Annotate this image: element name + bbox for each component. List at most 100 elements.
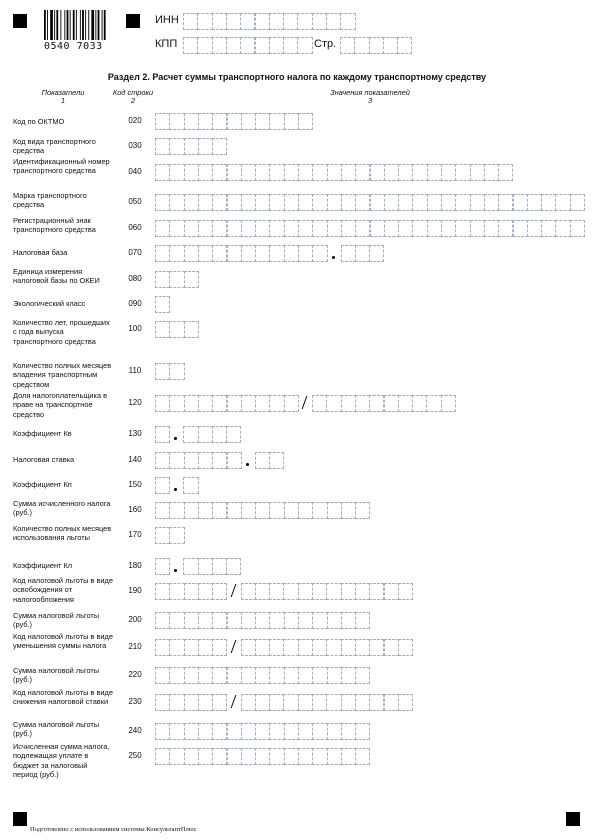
input-cell [340, 501, 357, 519]
input-cell [397, 394, 414, 412]
input-cell [226, 394, 242, 412]
input-cell [183, 747, 199, 765]
input-cell [569, 193, 585, 211]
row-code: 140 [128, 455, 142, 464]
input-cell [498, 219, 514, 237]
input-cell [226, 163, 242, 181]
input-cell [225, 12, 242, 30]
input-cell [355, 722, 371, 740]
input-cell [455, 163, 471, 181]
input-cell [155, 638, 171, 656]
input-cell [397, 582, 414, 600]
input-cell [240, 219, 257, 237]
row-code: 130 [128, 429, 142, 438]
input-cell [312, 693, 328, 711]
row-label: Код вида транспортного средства [13, 137, 96, 156]
input-cell [212, 582, 228, 600]
input-cell [426, 219, 442, 237]
input-cell [483, 193, 500, 211]
input-cell [354, 693, 371, 711]
input-cell [155, 219, 171, 237]
column-header: Код строки 2 [105, 89, 161, 105]
input-cell [240, 722, 257, 740]
input-cell [155, 666, 171, 684]
input-cell [340, 611, 357, 629]
input-cell [283, 693, 299, 711]
input-cell [155, 693, 171, 711]
input-cell [298, 501, 314, 519]
input-cell [326, 693, 342, 711]
input-cell [197, 722, 214, 740]
input-cell [283, 244, 299, 262]
row-label: Коэффициент Кл [13, 561, 73, 570]
input-cell [212, 693, 228, 711]
input-cell [211, 36, 227, 54]
input-cell [283, 163, 299, 181]
input-cell [298, 611, 314, 629]
row-code: 170 [128, 530, 142, 539]
input-cell [254, 36, 270, 54]
row-label: Сумма налоговой льготы (руб.) [13, 720, 100, 739]
input-cell [369, 244, 385, 262]
input-cell [169, 244, 185, 262]
input-cell [212, 163, 228, 181]
barcode-bar [50, 10, 53, 40]
row-label: Коэффициент Кп [13, 480, 72, 489]
input-cell [169, 582, 185, 600]
input-cell [283, 219, 299, 237]
input-cell [412, 219, 428, 237]
barcode-bar [82, 10, 84, 40]
input-cell [183, 557, 199, 575]
input-cell [254, 451, 271, 469]
input-cell [183, 425, 199, 443]
input-cell [354, 582, 371, 600]
corner-marker [13, 812, 27, 826]
row-label: Код налоговой льготы в виде уменьшения с… [13, 632, 113, 651]
input-cell [183, 320, 199, 338]
input-cell [326, 582, 342, 600]
input-cell [268, 36, 285, 54]
input-cell [155, 557, 171, 575]
input-cell [197, 425, 213, 443]
row-code: 040 [128, 167, 142, 176]
input-cell [498, 163, 514, 181]
input-cell [197, 12, 213, 30]
input-cell [397, 36, 413, 54]
input-cell [169, 747, 185, 765]
barcode-bar [69, 10, 71, 40]
input-cell [412, 394, 428, 412]
input-cell [298, 666, 314, 684]
input-cell [312, 611, 328, 629]
input-cell [240, 693, 256, 711]
input-cell [340, 666, 357, 684]
input-cell [255, 747, 271, 765]
row-code: 240 [128, 726, 142, 735]
input-cell [397, 638, 414, 656]
row-label: Коэффициент Кв [13, 429, 72, 438]
input-cell [183, 451, 199, 469]
input-cell [255, 163, 271, 181]
input-cell [354, 394, 371, 412]
row-code: 090 [128, 299, 142, 308]
input-cell [526, 219, 543, 237]
barcode-bar [103, 10, 106, 40]
input-cell [312, 244, 328, 262]
input-cell [326, 722, 342, 740]
input-cell [311, 12, 327, 30]
input-cell [212, 394, 228, 412]
input-cell [297, 582, 313, 600]
input-cell [240, 193, 257, 211]
input-cell [255, 611, 271, 629]
fraction-slash [230, 640, 237, 653]
barcode-bar [56, 10, 59, 40]
input-cell [283, 12, 299, 30]
input-cell [155, 451, 171, 469]
row-label: Сумма исчисленного налога (руб.) [13, 499, 111, 518]
section-title: Раздел 2. Расчет суммы транспортного нал… [107, 72, 487, 82]
input-cell [426, 394, 442, 412]
input-cell [240, 112, 257, 130]
input-cell [240, 163, 257, 181]
input-cell [355, 219, 371, 237]
row-code: 070 [128, 248, 142, 257]
input-cell [382, 36, 399, 54]
